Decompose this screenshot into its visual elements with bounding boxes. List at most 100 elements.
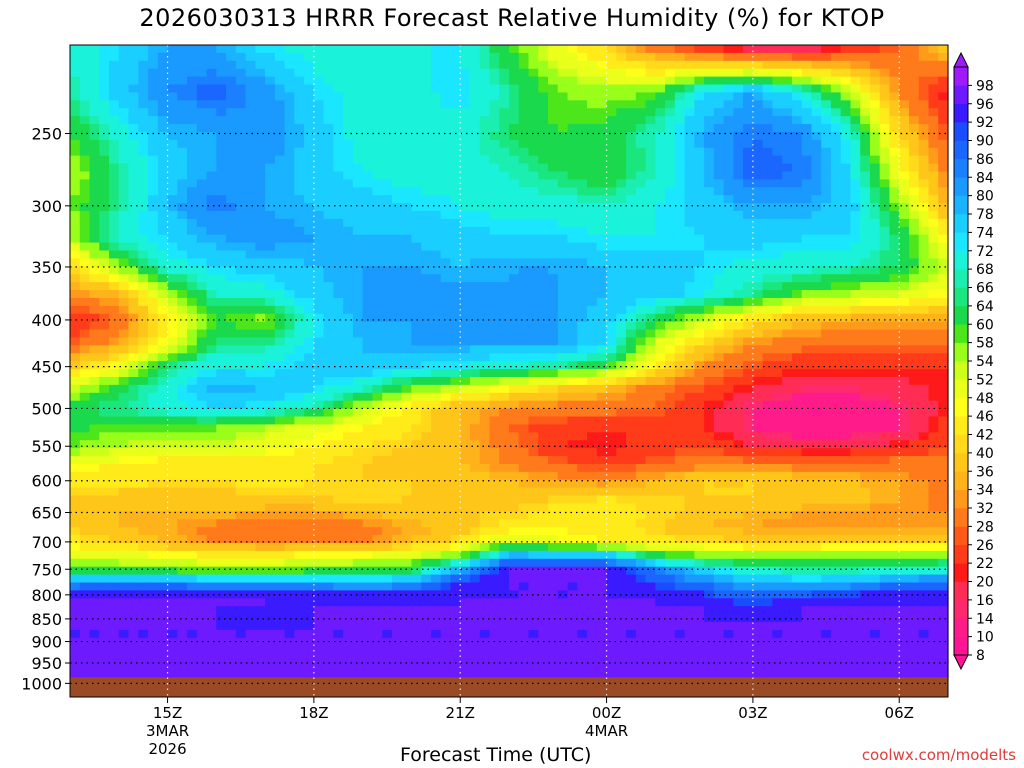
heatmap-cell [499,535,510,544]
heatmap-cell [362,100,374,109]
heatmap-cell [518,266,530,275]
heatmap-cell [626,195,637,204]
heatmap-cell [294,68,305,78]
heatmap-cell [372,290,383,299]
heatmap-cell [411,566,422,576]
heatmap-cell [411,163,422,173]
heatmap-cell [577,582,588,592]
heatmap-cell [548,519,559,528]
heatmap-cell [294,392,305,402]
heatmap-cell [645,424,656,433]
heatmap-cell [245,653,256,663]
heatmap-cell [167,203,178,212]
heatmap-cell [469,337,481,346]
heatmap-cell [557,203,569,212]
heatmap-cell [245,456,256,465]
heatmap-cell [499,45,510,54]
heatmap-cell [196,100,208,109]
heatmap-cell [216,116,227,125]
heatmap-cell [265,242,276,252]
heatmap-cell [177,155,188,165]
heatmap-cell [167,187,178,196]
heatmap-cell [352,574,364,584]
heatmap-cell [548,52,559,62]
heatmap-cell [352,321,364,331]
heatmap-cell [509,60,520,70]
heatmap-cell [177,456,188,465]
heatmap-cell [313,218,325,228]
heatmap-cell [118,155,130,165]
heatmap-cell [616,661,627,671]
heatmap-cell [596,669,608,678]
heatmap-cell [489,147,500,157]
heatmap-cell [557,171,569,180]
heatmap-cell [469,345,481,354]
heatmap-cell [128,384,139,394]
heatmap-cell [440,527,452,536]
heatmap-cell [313,542,325,552]
heatmap-cell [372,163,383,173]
heatmap-cell [284,297,295,307]
heatmap-cell [177,52,188,62]
heatmap-cell [157,258,169,267]
heatmap-cell [479,195,491,204]
heatmap-cell [528,321,539,331]
heatmap-cell [421,542,432,552]
heatmap-cell [343,598,354,607]
heatmap-cell [538,163,549,173]
heatmap-cell [509,558,520,568]
heatmap-cell [450,629,461,639]
heatmap-cell [655,400,666,410]
heatmap-cell [323,345,334,354]
heatmap-cell [206,163,217,173]
heatmap-cell [245,84,256,94]
heatmap-cell [382,163,393,173]
heatmap-cell [216,290,227,299]
heatmap-cell [391,250,403,260]
heatmap-cell [557,321,569,331]
heatmap-cell [206,171,217,180]
heatmap-cell [109,416,120,426]
heatmap-cell [245,76,256,86]
heatmap-cell [557,606,569,615]
heatmap-cell [577,329,588,339]
heatmap-cell [79,329,91,339]
heatmap-cell [274,163,286,173]
heatmap-cell [79,92,91,101]
heatmap-cell [304,614,315,623]
heatmap-cell [274,495,286,505]
heatmap-cell [460,622,471,631]
heatmap-cell [665,45,676,54]
heatmap-cell [538,250,549,260]
heatmap-cell [274,179,286,188]
heatmap-cell [167,195,178,204]
heatmap-cell [382,416,393,426]
heatmap-cell [645,100,656,109]
heatmap-cell [99,297,110,307]
heatmap-cell [645,353,656,362]
heatmap-cell [509,76,520,86]
heatmap-cell [674,84,686,94]
heatmap-cell [70,108,81,117]
heatmap-cell [99,163,110,173]
heatmap-cell [557,653,569,663]
heatmap-cell [79,495,91,505]
heatmap-cell [157,52,169,62]
heatmap-cell [616,598,627,607]
heatmap-cell [557,629,569,639]
heatmap-cell [333,440,344,449]
heatmap-cell [235,376,247,386]
heatmap-cell [206,558,217,568]
heatmap-cell [391,84,403,94]
heatmap-cell [304,369,315,378]
heatmap-cell [167,440,178,449]
heatmap-cell [118,76,130,86]
heatmap-cell [577,155,588,165]
heatmap-cell [665,92,676,101]
heatmap-cell [343,637,354,647]
heatmap-cell [440,511,452,520]
heatmap-cell [284,345,295,354]
heatmap-cell [440,353,452,362]
heatmap-cell [226,487,237,497]
heatmap-cell [401,266,413,275]
